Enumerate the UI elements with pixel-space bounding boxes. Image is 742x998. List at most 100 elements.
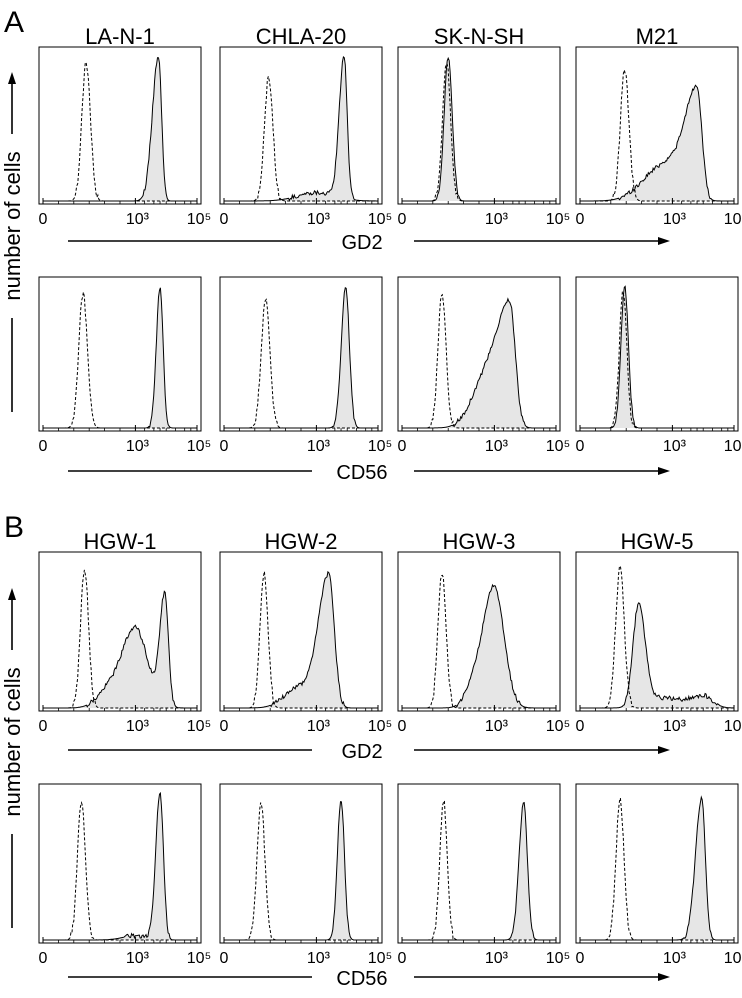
x-axis-ticks: 0 10³ 10⁵ [398,705,570,735]
x-tick-label: 0 [39,211,48,228]
histogram-panel: 0 10³ 10⁵ [219,783,392,967]
histogram-panel: 0 10³ 10⁵ [575,276,742,455]
x-tick-label: 10⁵ [724,718,742,735]
histogram-panel: HGW-5 0 10³ 10⁵ [575,529,742,735]
x-tick-label: 10³ [663,718,687,735]
histogram-panel: SK-N-SH 0 10³ 10⁵ [397,24,570,228]
x-tick-label: 10³ [126,950,150,967]
x-axis-ticks: 0 10³ 10⁵ [220,705,392,735]
x-tick-label: 10³ [485,950,509,967]
marker-axis-gd2: GD2 [68,741,670,763]
marker-axis-arrow-head [658,973,670,981]
y-axis-label-group: number of cells [0,72,25,412]
y-axis-label-group: number of cells [0,588,25,928]
x-tick-label: 10³ [485,211,509,228]
x-tick-label: 10⁵ [546,438,570,455]
x-axis-ticks: 0 10³ 10⁵ [576,937,742,967]
x-axis-ticks: 0 10³ 10⁵ [39,705,211,735]
marker-label: CD56 [336,968,387,990]
histogram-panel: HGW-3 0 10³ 10⁵ [397,529,570,735]
x-tick-label: 0 [39,438,48,455]
x-tick-label: 0 [576,438,585,455]
marker-label: GD2 [341,741,382,763]
plot-frame [397,46,561,205]
stained-histogram-fill [43,57,197,202]
row-gd2: LA-N-1 0 10³ 10⁵ CHLA-20 0 10³ 10⁵ SK-N-SH 0 10³ 10… [38,24,742,254]
y-axis-arrow-head [8,588,16,600]
x-tick-label: 10³ [307,950,331,967]
panel-title: HGW-2 [265,529,338,554]
plot-frame [38,783,202,944]
x-tick-label: 0 [576,211,585,228]
x-axis-ticks: 0 10³ 10⁵ [39,198,211,228]
x-axis-ticks: 0 10³ 10⁵ [39,425,211,455]
stained-histogram-fill [402,802,556,940]
plot-frame [38,276,202,432]
x-tick-label: 10³ [663,438,687,455]
section-letter: B [4,511,24,544]
stained-histogram-fill [402,298,556,428]
x-axis-ticks: 0 10³ 10⁵ [576,705,742,735]
x-axis-ticks: 0 10³ 10⁵ [220,198,392,228]
x-tick-label: 0 [220,718,229,735]
x-tick-label: 0 [39,718,48,735]
histogram-panel: LA-N-1 0 10³ 10⁵ [38,24,211,228]
stained-histogram-fill [43,591,197,708]
x-tick-label: 10⁵ [724,211,742,228]
histogram-panel: 0 10³ 10⁵ [575,783,742,967]
x-tick-label: 10⁵ [187,950,211,967]
histogram-panel: 0 10³ 10⁵ [219,276,392,455]
control-histogram-outline [580,291,734,429]
histogram-panel: CHLA-20 0 10³ 10⁵ [219,24,392,228]
plot-frame [575,276,739,432]
marker-label: CD56 [336,462,387,484]
x-tick-label: 10⁵ [546,950,570,967]
stained-histogram-fill [43,287,197,428]
control-histogram-outline [224,76,378,202]
x-tick-label: 10³ [307,211,331,228]
marker-axis-gd2: GD2 [68,232,670,254]
x-tick-label: 10³ [485,438,509,455]
stained-histogram-fill [224,801,378,940]
y-axis-arrow-head [8,72,16,84]
histogram-panel: 0 10³ 10⁵ [397,276,570,455]
x-tick-label: 10⁵ [187,211,211,228]
x-tick-label: 0 [220,211,229,228]
x-tick-label: 10⁵ [546,718,570,735]
control-histogram-outline [224,298,378,429]
stained-histogram-fill [224,57,378,201]
x-axis-ticks: 0 10³ 10⁵ [39,937,211,967]
panel-title: M21 [636,24,679,49]
row-cd56: 0 10³ 10⁵ 0 10³ 10⁵ 0 10³ 10⁵ 0 10³ 10⁵ CD56 [38,276,742,484]
plot-frame [397,783,561,944]
x-tick-label: 10³ [307,438,331,455]
x-tick-label: 0 [398,211,407,228]
plot-frame [575,551,739,712]
stained-histogram-fill [580,797,734,940]
stained-histogram-fill [224,287,378,428]
x-tick-label: 10³ [663,211,687,228]
section-letter: A [4,6,24,39]
x-tick-label: 10⁵ [187,438,211,455]
plot-frame [219,276,383,432]
stained-histogram-fill [402,585,556,708]
marker-axis-cd56: CD56 [68,968,670,990]
marker-axis-arrow-head [658,746,670,754]
x-tick-label: 0 [398,950,407,967]
x-tick-label: 0 [576,950,585,967]
stained-histogram-fill [580,85,734,201]
control-histogram-outline [43,61,197,202]
x-tick-label: 10³ [126,718,150,735]
control-histogram-outline [43,291,197,429]
x-axis-ticks: 0 10³ 10⁵ [576,425,742,455]
panel-title: HGW-5 [621,529,694,554]
panel-title: SK-N-SH [434,24,524,49]
x-tick-label: 0 [220,950,229,967]
panel-title: HGW-3 [443,529,516,554]
x-tick-label: 0 [39,950,48,967]
x-tick-label: 0 [576,718,585,735]
